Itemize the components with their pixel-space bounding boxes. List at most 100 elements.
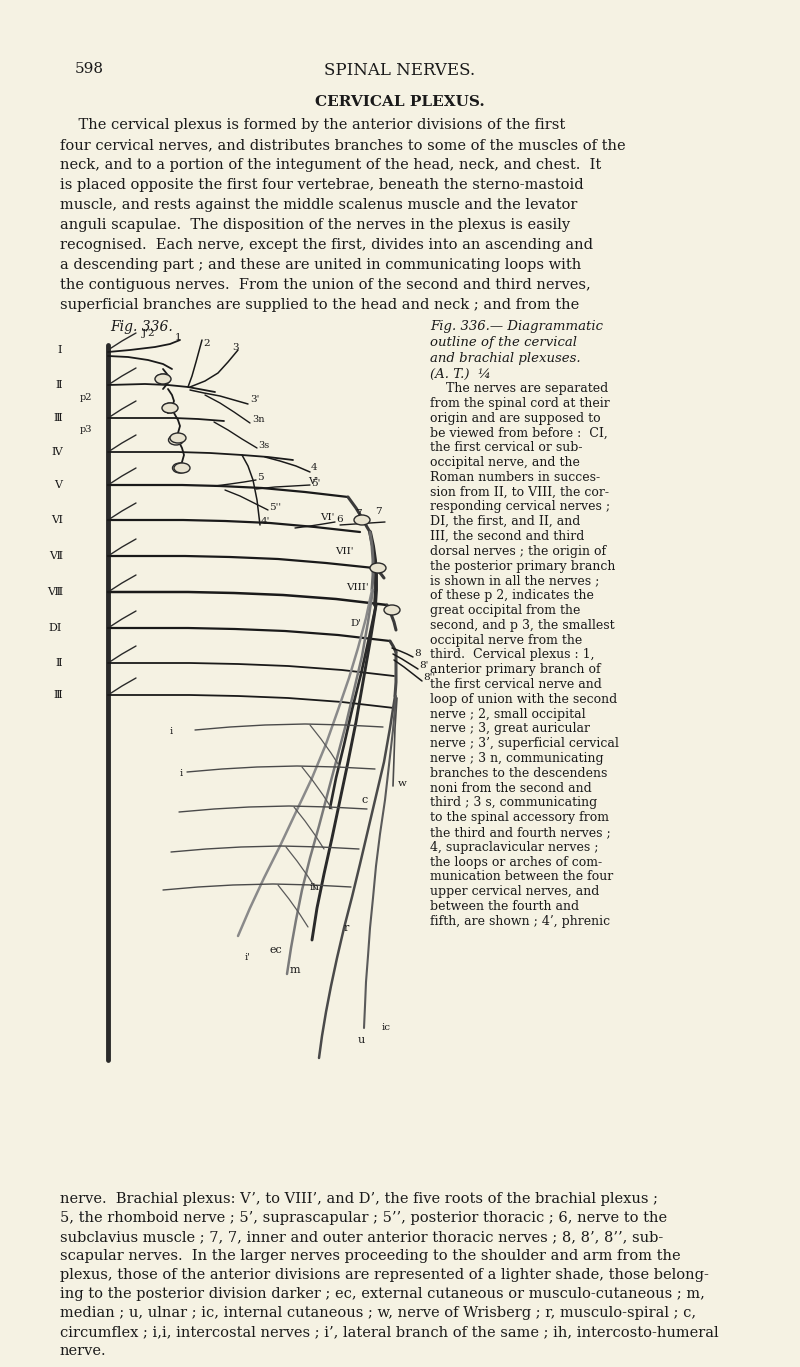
Text: 5: 5 bbox=[257, 473, 264, 483]
Text: noni from the second and: noni from the second and bbox=[430, 782, 592, 794]
Text: Ⅵ: Ⅵ bbox=[51, 515, 62, 525]
Text: nerve ; 3, great auricular: nerve ; 3, great auricular bbox=[430, 722, 590, 735]
Text: nerve ; 3’, superficial cervical: nerve ; 3’, superficial cervical bbox=[430, 737, 619, 750]
Text: from the spinal cord at their: from the spinal cord at their bbox=[430, 396, 610, 410]
Text: Roman numbers in succes-: Roman numbers in succes- bbox=[430, 470, 600, 484]
Ellipse shape bbox=[155, 375, 171, 384]
Ellipse shape bbox=[162, 403, 178, 413]
Text: ec: ec bbox=[270, 945, 282, 956]
Text: of these p 2, indicates the: of these p 2, indicates the bbox=[430, 589, 594, 603]
Text: Ⅶ: Ⅶ bbox=[49, 551, 62, 560]
Text: outline of the cervical: outline of the cervical bbox=[430, 336, 577, 349]
Text: great occipital from the: great occipital from the bbox=[430, 604, 580, 617]
Text: nerve ; 3 n, communicating: nerve ; 3 n, communicating bbox=[430, 752, 604, 766]
Text: CERVICAL PLEXUS.: CERVICAL PLEXUS. bbox=[315, 94, 485, 109]
Text: 3: 3 bbox=[232, 343, 238, 353]
Text: Fig. 336.— Diagrammatic: Fig. 336.— Diagrammatic bbox=[430, 320, 603, 334]
Text: subclavius muscle ; 7, 7, inner and outer anterior thoracic nerves ; 8, 8’, 8’’,: subclavius muscle ; 7, 7, inner and oute… bbox=[60, 1230, 663, 1244]
Text: Ⅲ: Ⅲ bbox=[54, 413, 62, 422]
Text: anterior primary branch of: anterior primary branch of bbox=[430, 663, 601, 677]
Text: second, and p 3, the smallest: second, and p 3, the smallest bbox=[430, 619, 614, 632]
Text: loop of union with the second: loop of union with the second bbox=[430, 693, 618, 705]
Text: The nerves are separated: The nerves are separated bbox=[430, 381, 608, 395]
Text: sion from II, to VIII, the cor-: sion from II, to VIII, the cor- bbox=[430, 485, 609, 499]
Text: i: i bbox=[180, 770, 183, 778]
Text: and brachial plexuses.: and brachial plexuses. bbox=[430, 351, 581, 365]
Text: the contiguous nerves.  From the union of the second and third nerves,: the contiguous nerves. From the union of… bbox=[60, 278, 590, 293]
Text: D': D' bbox=[350, 618, 361, 627]
Text: Ⅱ: Ⅱ bbox=[55, 380, 62, 390]
Text: 7: 7 bbox=[355, 510, 362, 518]
Ellipse shape bbox=[169, 435, 183, 446]
Text: Ⅴ: Ⅴ bbox=[54, 480, 62, 489]
Text: c: c bbox=[362, 796, 368, 805]
Text: m: m bbox=[290, 965, 300, 975]
Text: Fig. 336.: Fig. 336. bbox=[110, 320, 173, 334]
Text: 8: 8 bbox=[414, 649, 421, 659]
Text: plexus, those of the anterior divisions are represented of a lighter shade, thos: plexus, those of the anterior divisions … bbox=[60, 1269, 709, 1282]
Text: 8'': 8'' bbox=[423, 674, 435, 682]
Text: nerve.  Brachial plexus: V’, to VIII’, and D’, the five roots of the brachial pl: nerve. Brachial plexus: V’, to VIII’, an… bbox=[60, 1192, 658, 1206]
Text: nerve.: nerve. bbox=[60, 1344, 106, 1357]
Text: Ⅷ: Ⅷ bbox=[46, 586, 62, 597]
Text: occipital nerve, and the: occipital nerve, and the bbox=[430, 457, 580, 469]
Text: to the spinal accessory from: to the spinal accessory from bbox=[430, 811, 609, 824]
Text: between the fourth and: between the fourth and bbox=[430, 899, 579, 913]
Text: the first cervical nerve and: the first cervical nerve and bbox=[430, 678, 602, 690]
Text: is shown in all the nerves ;: is shown in all the nerves ; bbox=[430, 574, 599, 588]
Ellipse shape bbox=[155, 375, 170, 384]
Text: DⅠ: DⅠ bbox=[49, 623, 62, 633]
Text: responding cervical nerves ;: responding cervical nerves ; bbox=[430, 500, 610, 514]
Ellipse shape bbox=[370, 563, 386, 573]
Text: Ⅳ: Ⅳ bbox=[51, 447, 62, 457]
Text: Ⅰ: Ⅰ bbox=[58, 344, 62, 355]
Text: the third and fourth nerves ;: the third and fourth nerves ; bbox=[430, 826, 610, 839]
Text: superficial branches are supplied to the head and neck ; and from the: superficial branches are supplied to the… bbox=[60, 298, 579, 312]
Text: neck, and to a portion of the integument of the head, neck, and chest.  It: neck, and to a portion of the integument… bbox=[60, 159, 602, 172]
Text: 3n: 3n bbox=[252, 416, 265, 425]
Text: VI': VI' bbox=[320, 513, 334, 521]
Text: 5, the rhomboid nerve ; 5’, suprascapular ; 5’’, posterior thoracic ; 6, nerve t: 5, the rhomboid nerve ; 5’, suprascapula… bbox=[60, 1211, 667, 1225]
Text: 2: 2 bbox=[203, 339, 210, 349]
Text: muscle, and rests against the middle scalenus muscle and the levator: muscle, and rests against the middle sca… bbox=[60, 198, 578, 212]
Ellipse shape bbox=[173, 463, 187, 473]
Text: dorsal nerves ; the origin of: dorsal nerves ; the origin of bbox=[430, 545, 606, 558]
Text: r: r bbox=[344, 923, 350, 934]
Text: 7: 7 bbox=[375, 507, 382, 517]
Text: Ⅲ: Ⅲ bbox=[54, 690, 62, 700]
Text: DI, the first, and II, and: DI, the first, and II, and bbox=[430, 515, 580, 528]
Text: 5': 5' bbox=[311, 478, 320, 488]
Text: i: i bbox=[170, 727, 174, 737]
Text: ih: ih bbox=[310, 883, 320, 893]
Text: munication between the four: munication between the four bbox=[430, 871, 614, 883]
Text: origin and are supposed to: origin and are supposed to bbox=[430, 411, 601, 425]
Text: fifth, are shown ; 4’, phrenic: fifth, are shown ; 4’, phrenic bbox=[430, 915, 610, 928]
Text: the loops or arches of com-: the loops or arches of com- bbox=[430, 856, 602, 868]
Text: (A. T.)  ¼: (A. T.) ¼ bbox=[430, 368, 491, 381]
Text: the first cervical or sub-: the first cervical or sub- bbox=[430, 442, 582, 454]
Text: 1: 1 bbox=[175, 332, 182, 342]
Text: 4, supraclavicular nerves ;: 4, supraclavicular nerves ; bbox=[430, 841, 598, 854]
Text: The cervical plexus is formed by the anterior divisions of the first: The cervical plexus is formed by the ant… bbox=[60, 118, 566, 133]
Text: SPINAL NERVES.: SPINAL NERVES. bbox=[325, 62, 475, 79]
Text: circumflex ; i,i, intercostal nerves ; i’, lateral branch of the same ; ih, inte: circumflex ; i,i, intercostal nerves ; i… bbox=[60, 1325, 718, 1340]
Text: 3s: 3s bbox=[258, 440, 270, 450]
Text: upper cervical nerves, and: upper cervical nerves, and bbox=[430, 886, 599, 898]
Text: third.  Cervical plexus : 1,: third. Cervical plexus : 1, bbox=[430, 648, 594, 662]
Text: u: u bbox=[358, 1035, 366, 1044]
Text: w: w bbox=[398, 779, 407, 789]
Text: 6: 6 bbox=[336, 514, 342, 524]
Text: recognised.  Each nerve, except the first, divides into an ascending and: recognised. Each nerve, except the first… bbox=[60, 238, 593, 252]
Text: nerve ; 2, small occipital: nerve ; 2, small occipital bbox=[430, 708, 586, 720]
Text: median ; u, ulnar ; ic, internal cutaneous ; w, nerve of Wrisberg ; r, musculo-s: median ; u, ulnar ; ic, internal cutaneo… bbox=[60, 1305, 696, 1321]
Text: p3: p3 bbox=[80, 425, 93, 435]
Text: J'2: J'2 bbox=[142, 328, 156, 338]
Ellipse shape bbox=[384, 606, 400, 615]
Text: the posterior primary branch: the posterior primary branch bbox=[430, 559, 615, 573]
Text: V': V' bbox=[308, 477, 318, 485]
Text: occipital nerve from the: occipital nerve from the bbox=[430, 633, 582, 647]
Text: ing to the posterior division darker ; ec, external cutaneous or musculo-cutaneo: ing to the posterior division darker ; e… bbox=[60, 1286, 705, 1301]
Text: III, the second and third: III, the second and third bbox=[430, 530, 584, 543]
Text: anguli scapulae.  The disposition of the nerves in the plexus is easily: anguli scapulae. The disposition of the … bbox=[60, 217, 570, 232]
Ellipse shape bbox=[162, 403, 178, 413]
